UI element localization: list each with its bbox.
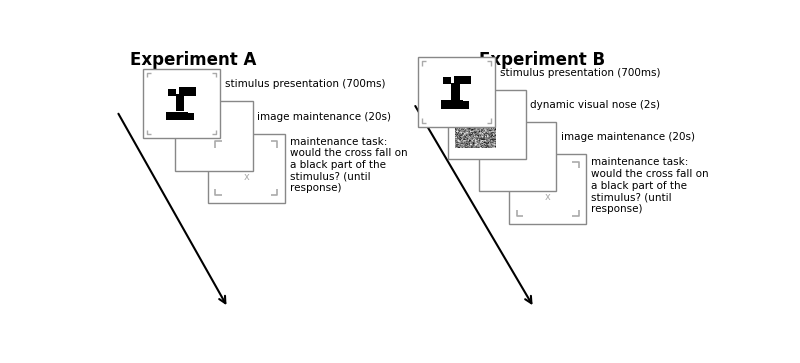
Text: x: x bbox=[545, 192, 550, 203]
Text: Experiment B: Experiment B bbox=[478, 51, 605, 69]
Text: image maintenance (20s): image maintenance (20s) bbox=[258, 111, 391, 122]
Bar bbox=[478, 122, 556, 191]
Bar bbox=[186, 113, 194, 121]
Bar bbox=[142, 69, 220, 138]
Bar bbox=[441, 101, 462, 109]
Bar bbox=[208, 134, 286, 203]
Bar bbox=[179, 87, 196, 96]
Text: x: x bbox=[243, 172, 250, 182]
Bar bbox=[168, 89, 176, 96]
Bar bbox=[176, 94, 185, 111]
Bar bbox=[443, 77, 451, 84]
Bar bbox=[166, 112, 187, 121]
Text: maintenance task:
would the cross fall on
a black part of the
stimulus? (until
r: maintenance task: would the cross fall o… bbox=[290, 136, 407, 193]
Bar bbox=[418, 57, 495, 127]
Text: dynamic visual nose (2s): dynamic visual nose (2s) bbox=[530, 100, 660, 110]
Bar bbox=[175, 101, 253, 171]
Text: stimulus presentation (700ms): stimulus presentation (700ms) bbox=[500, 68, 661, 78]
Bar bbox=[454, 76, 471, 84]
Text: maintenance task:
would the cross fall on
a black part of the
stimulus? (until
r: maintenance task: would the cross fall o… bbox=[591, 158, 709, 214]
Bar bbox=[451, 83, 459, 99]
Bar bbox=[509, 154, 586, 224]
Text: stimulus presentation (700ms): stimulus presentation (700ms) bbox=[225, 79, 386, 89]
Text: Experiment A: Experiment A bbox=[130, 51, 256, 69]
Bar bbox=[448, 90, 526, 159]
Text: image maintenance (20s): image maintenance (20s) bbox=[561, 132, 694, 142]
Bar bbox=[461, 101, 469, 109]
